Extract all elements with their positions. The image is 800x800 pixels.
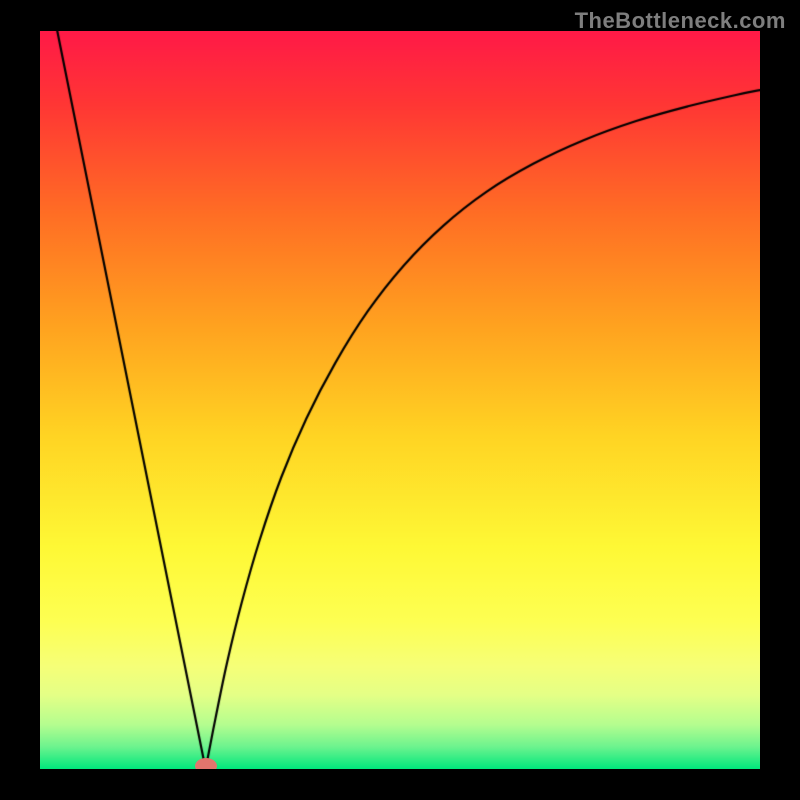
bottleneck-curve [40,31,760,769]
minimum-marker [195,758,217,769]
plot-area [40,31,760,769]
watermark-text: TheBottleneck.com [575,8,786,34]
